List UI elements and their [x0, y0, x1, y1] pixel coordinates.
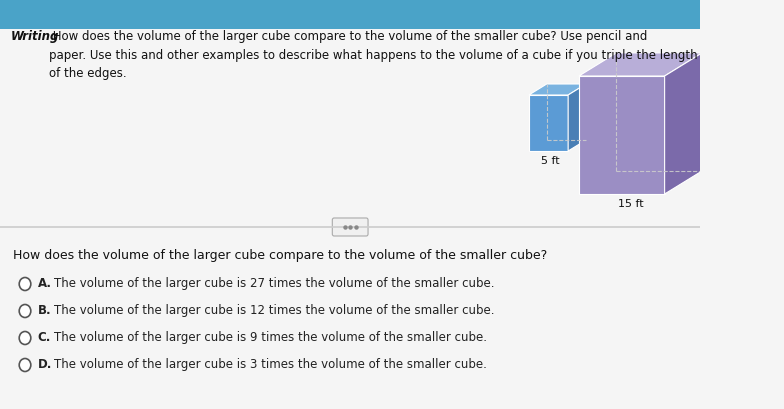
Polygon shape: [568, 84, 586, 151]
Text: The volume of the larger cube is 27 times the volume of the smaller cube.: The volume of the larger cube is 27 time…: [53, 277, 494, 290]
Text: 5 ft: 5 ft: [541, 156, 560, 166]
Text: 15 ft: 15 ft: [618, 199, 644, 209]
Text: The volume of the larger cube is 3 times the volume of the smaller cube.: The volume of the larger cube is 3 times…: [53, 359, 487, 371]
Text: How does the volume of the larger cube compare to the volume of the smaller cube: How does the volume of the larger cube c…: [49, 30, 698, 80]
Polygon shape: [579, 53, 702, 76]
Text: The volume of the larger cube is 12 times the volume of the smaller cube.: The volume of the larger cube is 12 time…: [53, 304, 494, 317]
FancyBboxPatch shape: [332, 218, 368, 236]
Polygon shape: [529, 84, 586, 95]
Text: B.: B.: [38, 304, 51, 317]
Circle shape: [19, 359, 31, 371]
Polygon shape: [529, 95, 568, 151]
Bar: [0, 0, 700, 29]
Text: The volume of the larger cube is 9 times the volume of the smaller cube.: The volume of the larger cube is 9 times…: [53, 332, 487, 344]
Circle shape: [19, 277, 31, 290]
Text: D.: D.: [38, 359, 52, 371]
Circle shape: [19, 332, 31, 344]
Text: C.: C.: [38, 332, 51, 344]
Text: A.: A.: [38, 277, 52, 290]
Text: How does the volume of the larger cube compare to the volume of the smaller cube: How does the volume of the larger cube c…: [13, 249, 546, 262]
Circle shape: [19, 304, 31, 317]
Text: Writing: Writing: [11, 30, 59, 43]
Polygon shape: [665, 53, 702, 194]
Polygon shape: [579, 76, 665, 194]
